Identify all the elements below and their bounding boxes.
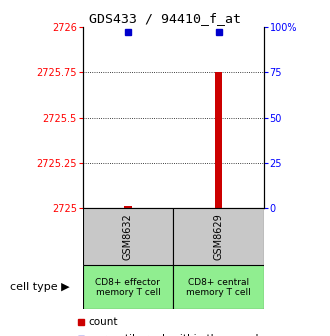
Text: GDS433 / 94410_f_at: GDS433 / 94410_f_at xyxy=(89,12,241,25)
Text: CD8+ central
memory T cell: CD8+ central memory T cell xyxy=(186,278,251,297)
Bar xyxy=(173,265,264,309)
Bar xyxy=(82,208,173,265)
Text: GSM8629: GSM8629 xyxy=(214,213,224,260)
Bar xyxy=(82,265,173,309)
Text: count: count xyxy=(88,317,118,327)
Text: CD8+ effector
memory T cell: CD8+ effector memory T cell xyxy=(95,278,160,297)
Bar xyxy=(173,208,264,265)
Text: GSM8632: GSM8632 xyxy=(123,213,133,260)
Bar xyxy=(215,72,222,208)
Bar xyxy=(124,206,131,208)
Text: percentile rank within the sample: percentile rank within the sample xyxy=(88,334,264,336)
Text: cell type ▶: cell type ▶ xyxy=(10,282,70,292)
